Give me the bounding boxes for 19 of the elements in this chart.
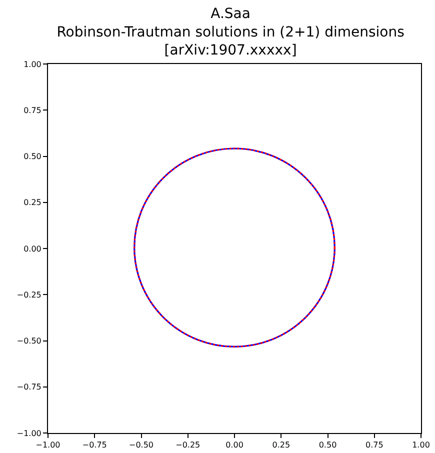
x-tick-label: 0.75 bbox=[365, 440, 384, 450]
y-tick-label: 0.25 bbox=[24, 198, 42, 208]
x-tick-label: −0.75 bbox=[82, 440, 107, 450]
x-tick-label: 1.00 bbox=[412, 440, 430, 450]
y-tick-label: 0.50 bbox=[24, 152, 42, 162]
x-tick-label: −1.00 bbox=[36, 440, 60, 450]
y-tick-label: 0.75 bbox=[24, 106, 42, 115]
y-tick-label: −1.00 bbox=[16, 428, 42, 438]
chart-title: A.Saa Robinson-Trautman solutions in (2+1) dimensions [arXiv:1907.xxxxx] bbox=[56, 6, 404, 59]
y-tick-label: 0.00 bbox=[24, 244, 42, 254]
x-tick-label: 0.00 bbox=[226, 440, 244, 450]
x-tick-label: −0.25 bbox=[176, 440, 200, 450]
x-tick-label: 0.25 bbox=[272, 440, 290, 450]
y-tick-label: −0.75 bbox=[16, 382, 42, 392]
y-tick-label: 1.00 bbox=[24, 60, 42, 69]
y-tick-label: −0.25 bbox=[16, 290, 42, 300]
x-tick-label: 0.50 bbox=[318, 440, 337, 450]
x-tick-label: −0.50 bbox=[128, 440, 154, 450]
y-tick-label: −0.50 bbox=[16, 336, 42, 346]
